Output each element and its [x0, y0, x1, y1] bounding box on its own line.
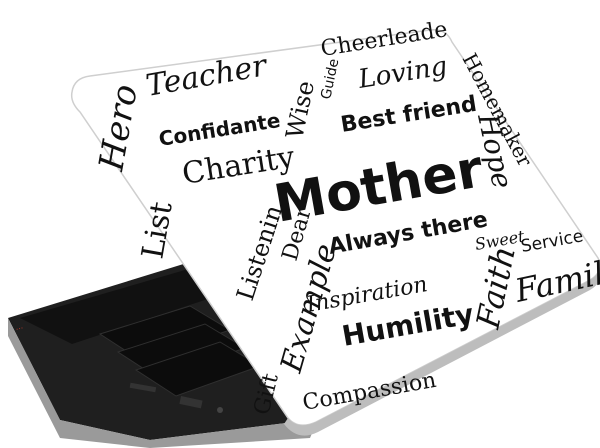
- brand-logo: ...: [14, 321, 24, 332]
- laptop-palmrest-shadow: [20, 270, 235, 344]
- laptop-keyboard: [98, 305, 262, 397]
- usb-port: [179, 396, 203, 409]
- laptop-lid: [70, 29, 600, 436]
- audio-jack: [217, 407, 223, 413]
- card-slot: [129, 382, 157, 393]
- word-list: List: [135, 199, 179, 261]
